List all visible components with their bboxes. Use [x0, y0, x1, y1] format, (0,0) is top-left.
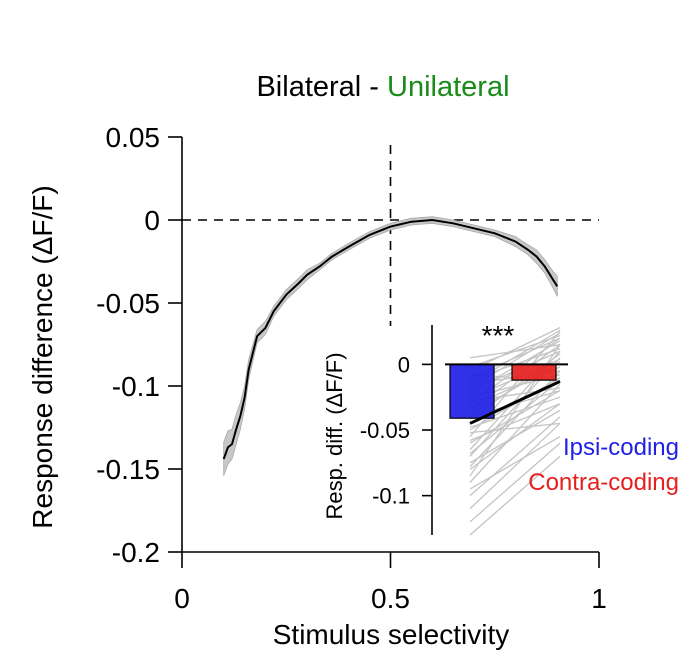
y-tick-label: 0 — [144, 205, 160, 236]
main-reference-lines — [182, 145, 599, 326]
bar-contra-coding — [511, 363, 557, 381]
inset-bars — [445, 363, 568, 419]
paired-line — [469, 334, 561, 368]
series-line-mean — [222, 218, 559, 460]
paired-line — [469, 422, 561, 510]
significance-marker: *** — [482, 320, 515, 351]
paired-line — [469, 442, 561, 523]
error-band — [223, 216, 558, 476]
x-tick-label: 0 — [174, 583, 190, 614]
inset-axes: 0 -0.05 -0.1 — [360, 325, 433, 535]
x-tick-label: 0.5 — [371, 583, 410, 614]
main-error-band — [223, 216, 558, 476]
x-axis-label: Stimulus selectivity — [273, 619, 510, 650]
bar-ipsi-coding — [449, 363, 495, 419]
y-tick-label: -0.05 — [96, 288, 160, 319]
inset-paired-lines — [469, 327, 561, 536]
paired-line — [469, 383, 561, 483]
chart-title: Bilateral - Unilateral — [256, 71, 509, 103]
paired-line — [469, 416, 561, 497]
title-part-unilateral: Unilateral — [387, 71, 510, 103]
y-tick-label: -0.1 — [112, 371, 160, 402]
mean-paired-line — [469, 380, 561, 425]
legend-ipsi-coding: Ipsi-coding — [563, 434, 678, 461]
inset-y-tick-label: -0.05 — [360, 418, 410, 443]
paired-line — [469, 403, 561, 442]
inset-y-axis-label: Resp. diff. (ΔF/F) — [322, 352, 347, 519]
inset-y-tick-label: -0.1 — [372, 484, 410, 509]
paired-line — [469, 396, 561, 428]
paired-line — [469, 379, 561, 455]
inset-mean-line — [469, 380, 561, 425]
y-axis-label: Response difference (ΔF/F) — [27, 185, 58, 528]
inset-legend: Ipsi-coding Contra-coding — [528, 434, 678, 496]
paired-line — [469, 436, 561, 490]
x-tick-label: 1 — [591, 583, 607, 614]
y-tick-label: -0.15 — [96, 454, 160, 485]
paired-line — [469, 422, 561, 434]
y-tick-label: 0.05 — [106, 122, 161, 153]
title-part-bilateral: Bilateral - — [256, 71, 387, 103]
inset-y-tick-label: 0 — [398, 352, 410, 377]
main-mean-line — [222, 218, 559, 460]
paired-line — [469, 455, 561, 536]
legend-contra-coding: Contra-coding — [528, 469, 678, 496]
main-axes: 0.05 0 -0.05 -0.1 -0.15 -0.2 0 0.5 1 — [96, 122, 607, 614]
y-tick-label: -0.2 — [112, 537, 160, 568]
